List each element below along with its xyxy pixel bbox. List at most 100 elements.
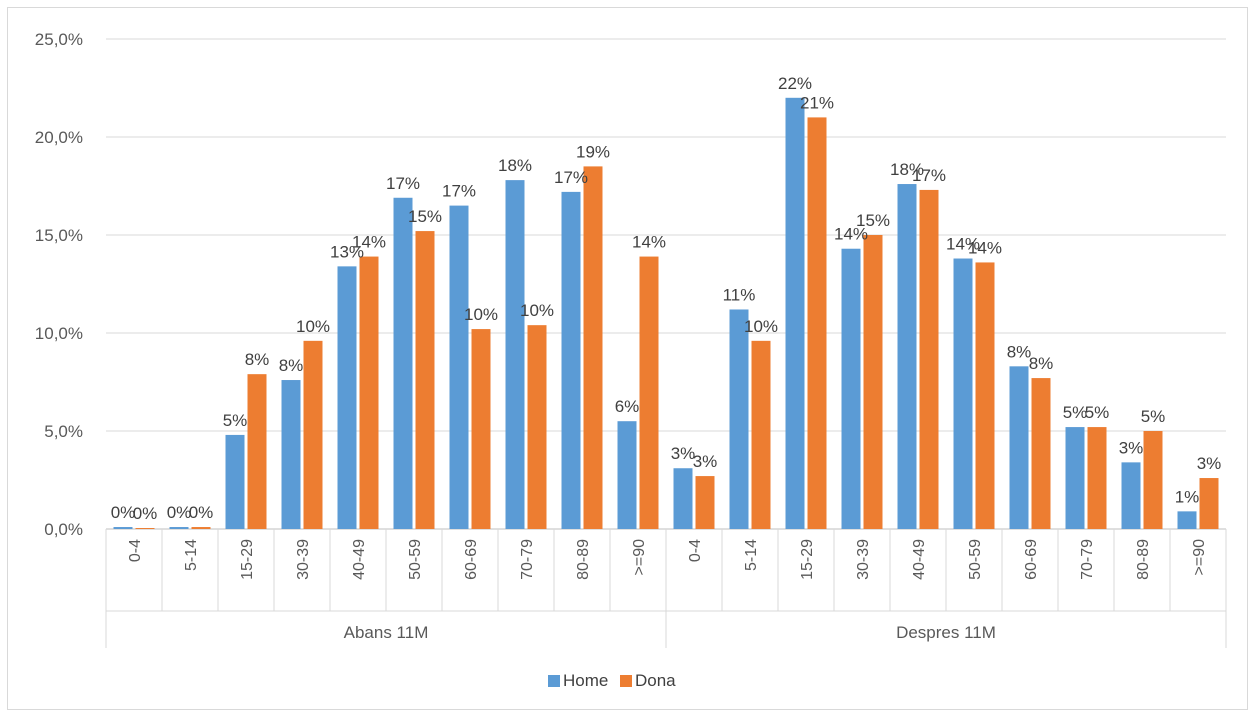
group-label: Abans 11M (344, 623, 429, 642)
bar-dona (919, 189, 939, 530)
bar-home (673, 468, 693, 529)
x-tick-label: 70-79 (519, 539, 536, 580)
bar-dona (1143, 431, 1163, 529)
legend-swatch-dona (620, 675, 632, 687)
data-label: 17% (386, 174, 420, 193)
x-tick-label: 0-4 (127, 539, 144, 562)
bar-home (225, 434, 245, 529)
data-labels: 0% 0%5%8%13%17% 17%18%17%6%3%11%22%14%18%1… (111, 74, 1222, 523)
y-tick-label: 0,0% (44, 520, 83, 539)
data-label: 22% (778, 74, 812, 93)
data-label: 18% (498, 156, 532, 175)
x-tick-label: 15-29 (799, 539, 816, 580)
data-label: 3% (1119, 438, 1144, 457)
x-tick-label: 60-69 (463, 539, 480, 580)
bar-dona (527, 325, 547, 529)
data-label: 11% (723, 285, 756, 304)
data-label: 5% (223, 411, 248, 430)
bar-home (953, 258, 973, 529)
x-tick-label: 40-49 (911, 539, 928, 580)
legend-label-home: Home (563, 671, 608, 690)
x-axis: 0-4 5-14 15-29 30-39 40-49 50-59 60-69 70-79 80-… (105, 529, 1227, 648)
bar-dona (1087, 427, 1107, 529)
bar-dona (583, 166, 603, 529)
y-axis: 0,0% 5,0% 10,0% 15,0% 20,0% 25,0% (35, 30, 83, 539)
data-label: 10% (744, 317, 778, 336)
bar-dona (975, 262, 995, 529)
bar-dona (639, 256, 659, 529)
x-tick-label: >=90 (1191, 539, 1208, 576)
x-tick-label: 5-14 (183, 539, 200, 571)
legend-label-dona: Dona (635, 671, 676, 690)
bar-dona (807, 117, 827, 530)
bar-dona (191, 527, 211, 529)
data-label: 15% (408, 207, 442, 226)
data-label: 21% (800, 93, 834, 112)
bar-dona (1031, 378, 1051, 529)
x-tick-label: 30-39 (295, 539, 312, 580)
bar-home (841, 248, 861, 529)
data-label: 5% (1141, 407, 1166, 426)
data-label: 14% (968, 238, 1002, 257)
data-label: 14% (352, 233, 386, 252)
data-label: 8% (245, 350, 270, 369)
data-label: 0% (189, 503, 214, 522)
data-label: 17% (442, 182, 476, 201)
data-label: 10% (296, 317, 330, 336)
bar-home (337, 266, 357, 529)
bar-home (729, 309, 749, 529)
bar-dona (135, 528, 155, 529)
y-tick-label: 5,0% (44, 422, 83, 441)
bar-home (897, 184, 917, 530)
group-label: Despres 11M (896, 623, 996, 642)
data-label: 3% (693, 452, 718, 471)
bar-dona (471, 329, 491, 529)
data-label: 6% (615, 397, 640, 416)
x-tick-label: 70-79 (1079, 539, 1096, 580)
chart-frame: 0,0% 5,0% 10,0% 15,0% 20,0% 25,0% 0% 0% 5% 8% 13%… (7, 7, 1248, 710)
bar-home (785, 97, 805, 530)
data-label: 1% (1175, 487, 1200, 506)
data-label: 5% (1085, 403, 1110, 422)
data-label: 8% (1007, 342, 1032, 361)
bar-home (113, 527, 133, 529)
bar-dona (247, 374, 267, 529)
bars (113, 97, 1219, 530)
y-tick-label: 25,0% (35, 30, 83, 49)
bar-dona (1199, 478, 1219, 529)
bar-home (281, 380, 301, 529)
x-tick-label: >=90 (631, 539, 648, 576)
data-label: 13% (330, 242, 364, 261)
data-label: 17% (554, 168, 588, 187)
bar-dona (359, 256, 379, 529)
x-tick-label: 15-29 (239, 539, 256, 580)
data-label: 0% (167, 503, 192, 522)
data-label: 17% (912, 166, 946, 185)
data-label: 3% (1197, 454, 1222, 473)
bar-chart: 0,0%5,0%10,0%15,0%20,0%25,0% 0% 0%5%8%13%… (35, 30, 1227, 690)
bar-home (1065, 427, 1085, 529)
data-label: 18% (890, 160, 924, 179)
data-label: 8% (279, 356, 304, 375)
x-tick-label: 80-89 (1135, 539, 1152, 580)
bar-home (1177, 511, 1197, 529)
bar-home (561, 191, 581, 529)
data-label: 8% (1029, 354, 1054, 373)
data-label: 5% (1063, 403, 1088, 422)
bar-home (505, 180, 525, 529)
bar-dona (303, 340, 323, 529)
bar-dona (415, 231, 435, 529)
x-tick-label: 0-4 (687, 539, 704, 562)
bar-dona (751, 340, 771, 529)
data-label: 19% (576, 142, 610, 161)
x-tick-label: 40-49 (351, 539, 368, 580)
bar-dona (695, 476, 715, 529)
x-tick-label: 80-89 (575, 539, 592, 580)
y-tick-label: 10,0% (35, 324, 83, 343)
bar-dona (863, 235, 883, 529)
y-tick-label: 15,0% (35, 226, 83, 245)
gridlines (106, 38, 1226, 530)
bar-home (1121, 462, 1141, 529)
data-label: 14% (834, 225, 868, 244)
x-tick-label: 60-69 (1023, 539, 1040, 580)
